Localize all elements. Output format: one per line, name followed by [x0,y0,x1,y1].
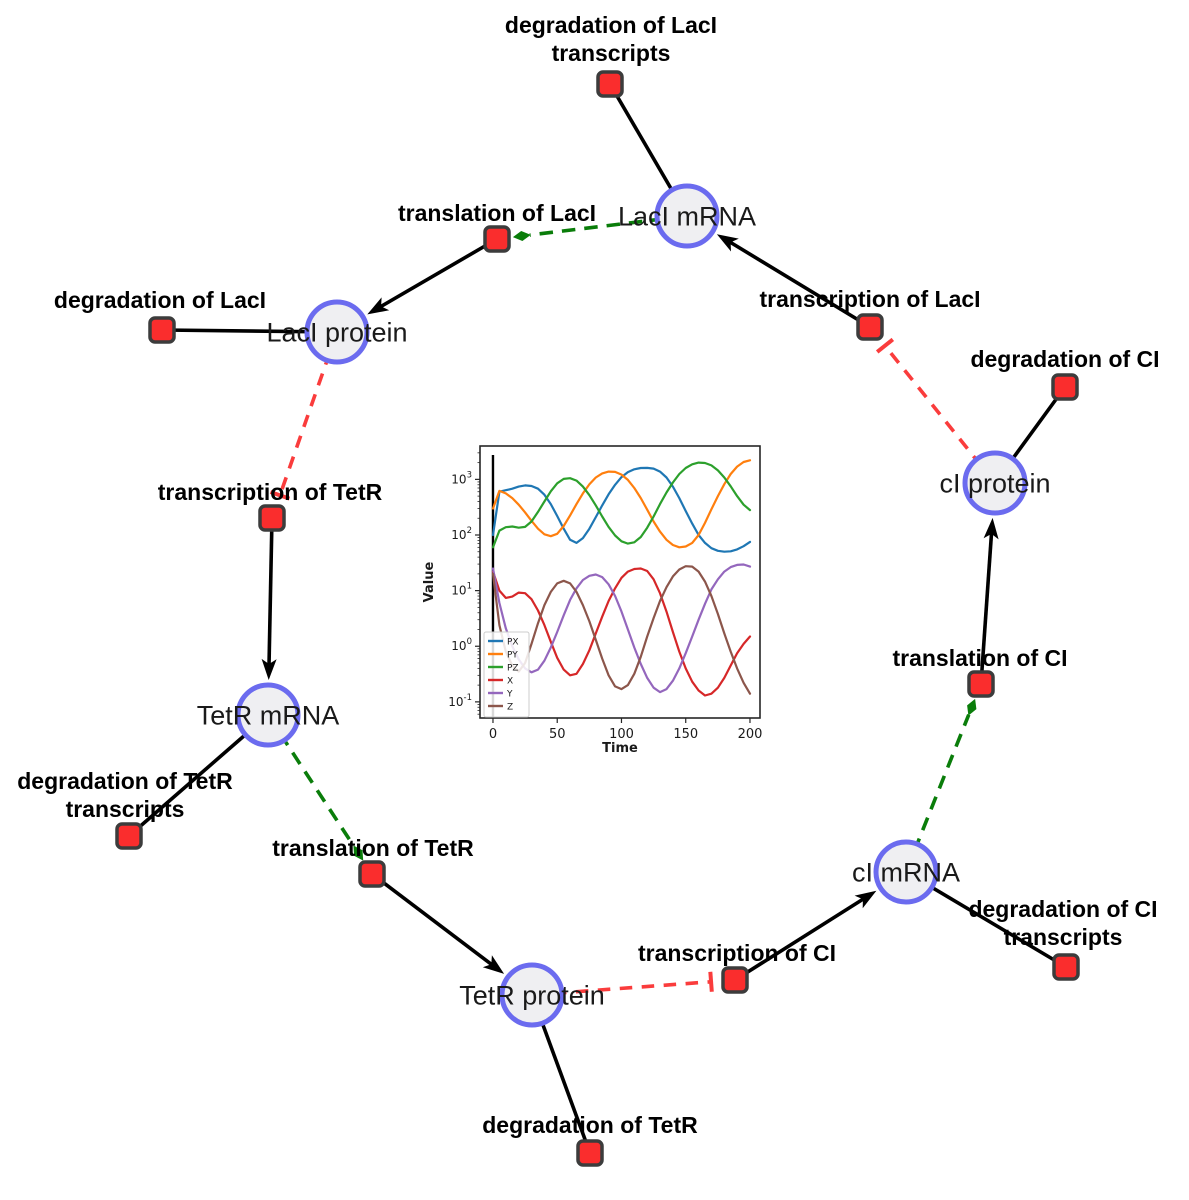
x-tick-label: 100 [609,727,634,742]
reaction-node-deg_tetr[interactable] [576,1139,604,1167]
legend-label-PY: PY [507,651,518,661]
reaction-label-deg_ci_tx: degradation of CI transcripts [968,896,1157,950]
reaction-label-transl_tetr: translation of TetR [272,835,474,861]
species-node-ci_protein[interactable] [962,450,1028,516]
species-label-laci_mrna: LacI mRNA [618,202,756,232]
reaction-label-transl_ci: translation of CI [892,645,1067,671]
species-label-ci_mrna: cI mRNA [852,858,960,888]
arrowhead-icon [983,517,999,540]
species-node-laci_mrna[interactable] [654,183,720,249]
y-tick-label: 101 [451,582,472,598]
reaction-label-transl_laci: translation of LacI [398,200,596,226]
series-line-PX [491,466,752,553]
inhibition-tee-icon [875,337,895,354]
reaction-node-deg_laci[interactable] [148,316,176,344]
legend-label-Y: Y [506,690,513,700]
edge-product-transl_tetr-tetr_protein [370,872,496,969]
reaction-node-deg_laci_tx[interactable] [596,70,624,98]
reaction-node-deg_tetr_tx[interactable] [115,822,143,850]
reaction-node-transcr_tetr[interactable] [258,504,286,532]
reaction-label-transcr_ci: transcription of CI [638,940,836,966]
series-line-X [491,567,752,697]
edge-product-transl_ci-ci_protein [979,529,994,685]
y-tick-label: 100 [451,637,472,653]
diamond-arrowhead-icon [512,231,531,241]
y-tick-label: 103 [451,470,472,486]
edge-product-transcr_tetr-tetr_mrna [267,517,274,669]
reaction-node-transl_tetr[interactable] [358,860,386,888]
arrowhead-icon [367,297,390,315]
reaction-label-transcr_laci: transcription of LacI [759,286,980,312]
y-axis-title: Value [422,561,437,602]
arrowhead-icon [716,234,739,252]
x-axis-title: Time [602,741,638,756]
species-label-tetr_protein: TetR protein [459,981,605,1011]
x-tick-label: 0 [489,727,497,742]
inhibition-tee-icon [708,971,714,992]
x-tick-label: 200 [738,727,763,742]
reaction-label-deg_ci: degradation of CI [970,346,1159,372]
plot-background [418,434,780,786]
species-node-tetr_mrna[interactable] [235,682,301,748]
diamond-arrowhead-icon [967,698,977,716]
arrowhead-icon [854,890,877,909]
series-line-Z [491,565,752,695]
reaction-node-transl_laci[interactable] [483,225,511,253]
series-line-PZ [491,461,752,549]
species-label-laci_protein: LacI protein [266,318,407,348]
arrowhead-icon [261,658,277,680]
reaction-node-deg_ci[interactable] [1051,373,1079,401]
chart-legend: PX PY PZ XYZ [483,631,530,718]
legend-label-Z: Z [507,703,513,713]
nodes-layer [115,70,1080,1167]
reaction-label-deg_tetr_tx: degradation of TetR transcripts [17,768,233,822]
x-tick-label: 50 [549,727,566,742]
inhibition-tee-icon [269,490,291,501]
edge-product-transl_laci-laci_protein [376,237,498,310]
arrowhead-icon [482,955,505,974]
labels-layer: LacI mRNA LacI protein TetR mRNA TetR prote… [17,12,1159,1138]
series-line-PY [491,459,752,549]
edge-product-transcr_laci-laci_mrna [726,238,871,329]
species-label-ci_protein: cI protein [939,469,1050,499]
reaction-label-deg_tetr: degradation of TetR [482,1112,698,1138]
series-line-Y [491,563,752,694]
reaction-node-transcr_laci[interactable] [856,313,884,341]
y-tick-label: 102 [451,526,472,542]
species-node-tetr_protein[interactable] [499,962,565,1028]
legend-label-X: X [507,677,513,687]
edge-product-transcr_ci-ci_mrna [734,895,868,982]
reaction-label-deg_laci: degradation of LacI [54,287,266,313]
y-tick-label: 10-1 [448,693,472,709]
reaction-node-deg_ci_tx[interactable] [1052,953,1080,981]
species-node-laci_protein[interactable] [304,299,370,365]
species-node-ci_mrna[interactable] [873,839,939,905]
reaction-label-deg_laci_tx: degradation of LacI transcripts [505,12,717,66]
species-label-tetr_mrna: TetR mRNA [197,701,340,731]
reaction-node-transcr_ci[interactable] [721,966,749,994]
legend-label-PX: PX [507,638,519,648]
x-tick-label: 150 [673,727,698,742]
reaction-label-transcr_tetr: transcription of TetR [158,479,383,505]
reaction-node-transl_ci[interactable] [967,670,995,698]
diamond-arrowhead-icon [353,845,364,861]
legend-label-PZ: PZ [507,664,519,674]
axes-spines [479,445,761,719]
